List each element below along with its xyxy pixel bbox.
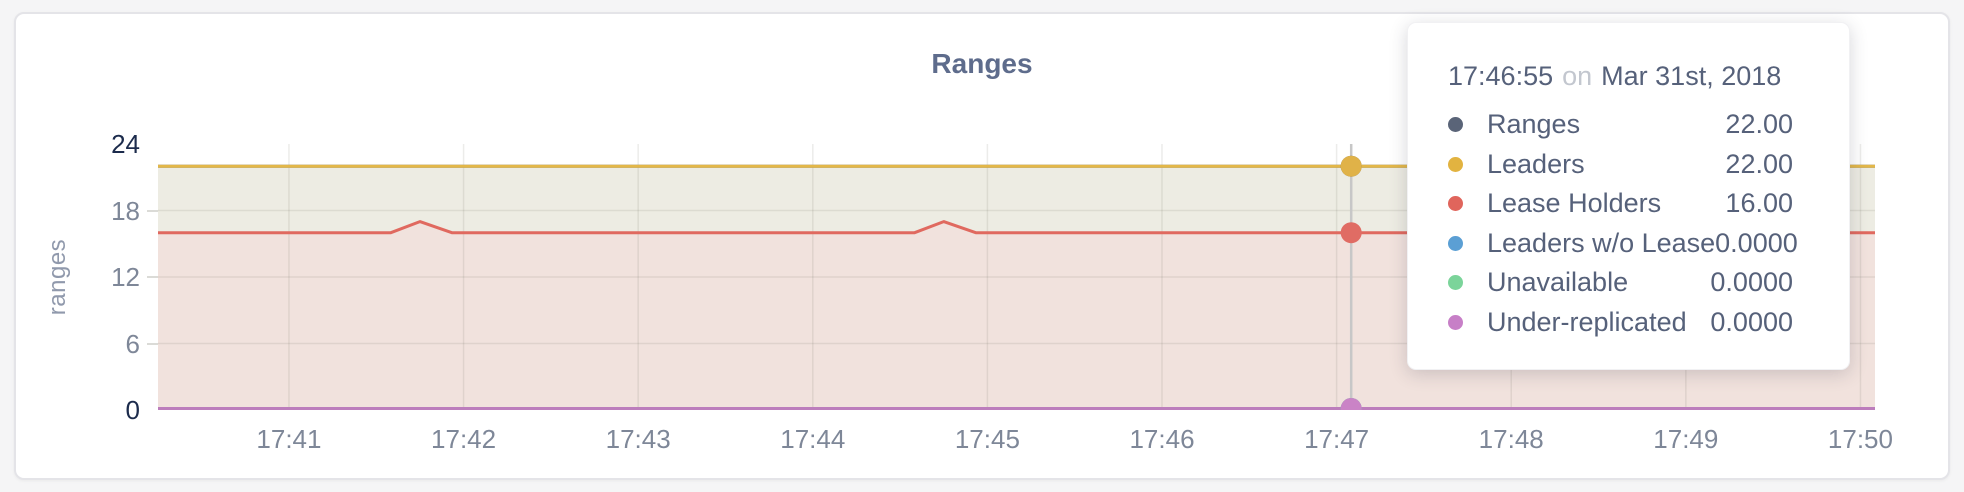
- series-value: 22.00: [1725, 148, 1793, 179]
- tooltip-row-lease-holders: Lease Holders 16.00: [1448, 184, 1793, 224]
- hover-point-icon: [1340, 398, 1362, 410]
- tooltip-title: 17:46:55 on Mar 31st, 2018: [1448, 59, 1793, 93]
- series-value: 0.0000: [1710, 306, 1793, 337]
- tooltip-row-leaders: Leaders 22.00: [1448, 145, 1793, 185]
- tooltip-row-unavailable: Unavailable 0.0000: [1448, 263, 1793, 303]
- tooltip-time: 17:46:55: [1448, 61, 1554, 91]
- tooltip-legend: Ranges 22.00 Leaders 22.00 Lease Holders…: [1448, 105, 1798, 343]
- hover-tooltip: 17:46:55 on Mar 31st, 2018 Ranges 22.00 …: [1407, 22, 1850, 370]
- series-label: Unavailable: [1487, 267, 1629, 298]
- series-label: Leaders w/o Lease: [1487, 227, 1716, 258]
- tooltip-row-under-replicated: Under-replicated 0.0000: [1448, 303, 1793, 343]
- series-dot-icon: [1448, 275, 1463, 291]
- series-label: Ranges: [1487, 109, 1581, 140]
- hover-point-icon: [1340, 155, 1362, 177]
- series-value: 22.00: [1725, 109, 1793, 140]
- line-lease-holders: [158, 220, 1875, 235]
- series-label: Under-replicated: [1487, 306, 1687, 337]
- tooltip-on-word: on: [1562, 61, 1593, 91]
- tooltip-date: Mar 31st, 2018: [1601, 61, 1782, 91]
- series-dot-icon: [1448, 117, 1463, 133]
- y-axis-title: ranges: [44, 238, 71, 316]
- hover-point-icon: [1340, 222, 1362, 244]
- series-label: Lease Holders: [1487, 188, 1662, 219]
- series-dot-icon: [1448, 314, 1463, 330]
- chart-title: Ranges: [931, 48, 1033, 79]
- tooltip-row-leaders-wo-lease: Leaders w/o Lease 0.0000: [1448, 224, 1798, 264]
- series-dot-icon: [1448, 235, 1463, 251]
- series-value: 16.00: [1725, 188, 1793, 219]
- series-dot-icon: [1448, 196, 1463, 212]
- series-dot-icon: [1448, 156, 1463, 172]
- series-label: Leaders: [1487, 148, 1585, 179]
- series-value: 0.0000: [1710, 267, 1793, 298]
- tooltip-row-ranges: Ranges 22.00: [1448, 105, 1793, 145]
- series-value: 0.0000: [1715, 227, 1798, 258]
